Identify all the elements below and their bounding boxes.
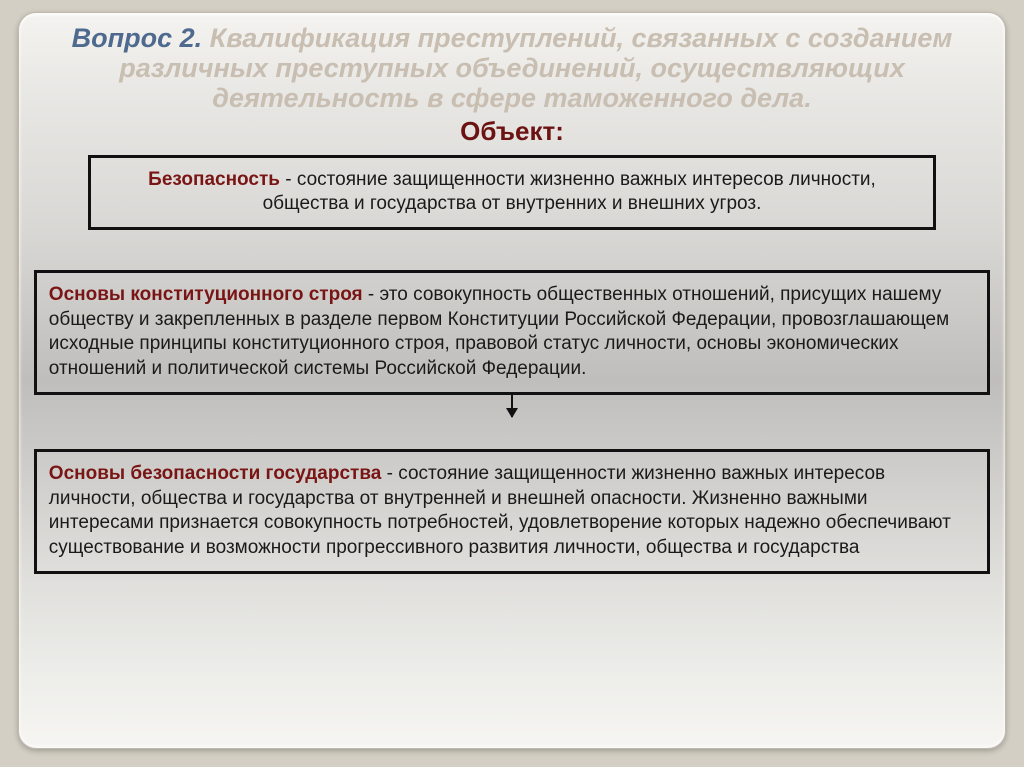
content-panel: Вопрос 2. Квалификация преступлений, свя… <box>18 12 1006 749</box>
slide: Вопрос 2. Квалификация преступлений, свя… <box>0 0 1024 767</box>
down-arrow-icon <box>511 395 513 417</box>
title-lead: Вопрос 2. <box>72 23 203 53</box>
term-state-security: Основы безопасности государства <box>49 463 382 484</box>
definition-box-constitutional: Основы конституционного строя - это сово… <box>34 270 990 395</box>
definition-box-state-security: Основы безопасности государства - состоя… <box>34 449 990 574</box>
text-security: - состояние защищенности жизненно важных… <box>263 169 876 215</box>
arrow-connector <box>19 395 1005 421</box>
title-rest: Квалификация преступлений, связанных с с… <box>119 23 952 113</box>
term-constitutional: Основы конституционного строя <box>49 284 363 305</box>
definition-box-security: Безопасность - состояние защищенности жи… <box>88 155 936 230</box>
slide-title: Вопрос 2. Квалификация преступлений, свя… <box>19 23 1005 114</box>
term-security: Безопасность <box>148 169 280 190</box>
slide-subtitle: Объект: <box>19 116 1005 147</box>
